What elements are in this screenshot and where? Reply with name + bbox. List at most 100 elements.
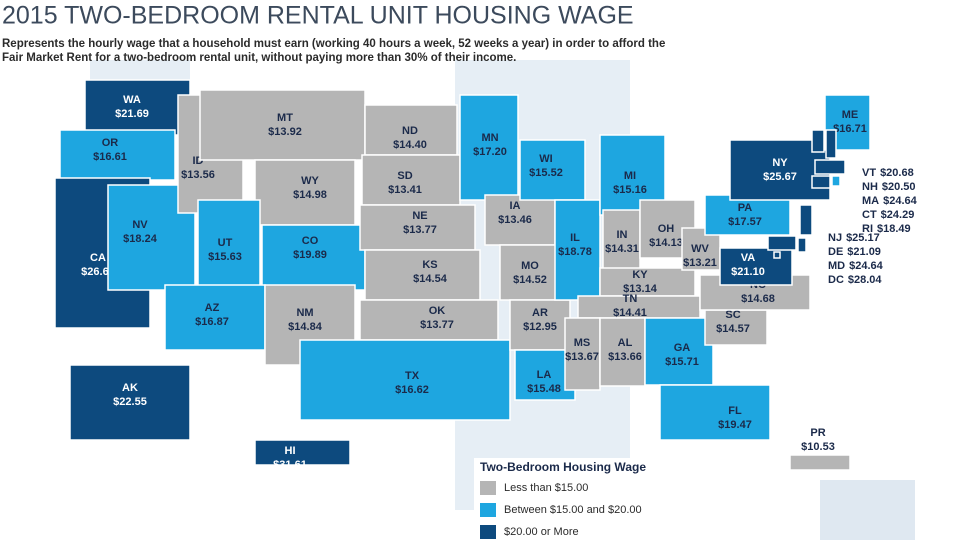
state-abbr: NM xyxy=(296,307,313,319)
state-wage: $17.57 xyxy=(728,216,762,228)
state-abbr: NV xyxy=(132,219,148,231)
state-label: VT $20.68 xyxy=(862,167,914,179)
state-abbr: AZ xyxy=(205,302,220,314)
state-wage: $15.48 xyxy=(527,383,561,395)
state-shape xyxy=(797,237,807,253)
state-wage: $13.66 xyxy=(608,351,642,363)
state-wage: $13.41 xyxy=(388,184,422,196)
state-wage: $20.68 xyxy=(880,167,914,179)
state-shape xyxy=(364,104,458,156)
state-wage: $17.20 xyxy=(473,146,507,158)
state-shape xyxy=(767,235,797,251)
state-shape xyxy=(359,204,476,251)
state-wage: $18.49 xyxy=(877,223,911,235)
state-label: NH $20.50 xyxy=(862,181,916,193)
state-wage: $20.50 xyxy=(882,181,916,193)
state-wage: $15.63 xyxy=(208,251,242,263)
state-shape xyxy=(799,204,813,236)
state-abbr: AR xyxy=(532,307,548,319)
state-wage: $13.21 xyxy=(683,257,717,269)
state-wage: $14.40 xyxy=(393,139,427,151)
state-wage: $21.10 xyxy=(731,266,765,278)
states: WA $21.69 OR $16.61 CA $26.65 NV $18.24 ID $13.56… xyxy=(54,79,918,471)
state-wage: $14.13 xyxy=(649,237,683,249)
state-abbr: FL xyxy=(728,405,742,417)
state-abbr: MS xyxy=(574,337,591,349)
state-abbr: RI xyxy=(862,223,873,235)
state-abbr: ND xyxy=(402,125,418,137)
state-abbr: LA xyxy=(537,369,552,381)
state-wage: $25.67 xyxy=(763,171,797,183)
state-abbr: NE xyxy=(412,210,427,222)
state-label: MA $24.64 xyxy=(862,195,918,207)
state-wage: $22.55 xyxy=(113,396,147,408)
state-abbr: TN xyxy=(623,293,638,305)
state-wage: $12.95 xyxy=(523,321,557,333)
state-wage: $13.56 xyxy=(181,169,215,181)
state-abbr: CO xyxy=(302,235,319,247)
state-abbr: MN xyxy=(481,132,498,144)
state-wage: $16.62 xyxy=(395,384,429,396)
state-shape xyxy=(789,454,851,471)
legend: Two-Bedroom Housing Wage Less than $15.00… xyxy=(474,458,714,540)
state-wage: $15.71 xyxy=(665,356,699,368)
state-label: CT $24.29 xyxy=(862,209,914,221)
state-abbr: IA xyxy=(510,200,521,212)
state-abbr: MI xyxy=(624,170,636,182)
state-abbr: HI xyxy=(285,445,296,457)
state-abbr: SD xyxy=(397,170,412,182)
state-wage: $14.57 xyxy=(716,323,750,335)
state-shape xyxy=(59,129,176,181)
state-wage: $14.52 xyxy=(513,274,547,286)
state-wage: $24.64 xyxy=(883,195,918,207)
state-wage: $14.84 xyxy=(288,321,323,333)
state-wage: $16.87 xyxy=(195,316,229,328)
state-abbr: IN xyxy=(617,229,628,241)
state-wage: $14.54 xyxy=(413,273,448,285)
state-abbr: CA xyxy=(90,252,106,264)
state-abbr: WA xyxy=(123,94,141,106)
state-label: MD $24.64 xyxy=(828,260,884,272)
state-shape xyxy=(254,159,356,226)
state-label: NJ $25.17 xyxy=(828,232,880,244)
state-wage: $13.46 xyxy=(498,214,532,226)
legend-label: $20.00 or More xyxy=(504,526,579,538)
state-abbr: WI xyxy=(539,153,552,165)
state-wage: $19.89 xyxy=(293,249,327,261)
state-abbr: WV xyxy=(691,243,709,255)
state-abbr: OK xyxy=(429,305,446,317)
state-shape xyxy=(69,364,191,441)
state-wage: $14.41 xyxy=(613,307,647,319)
state-wage: $24.64 xyxy=(849,260,884,272)
state-abbr: MT xyxy=(277,112,293,124)
state-shape xyxy=(164,284,266,351)
state-shape xyxy=(811,175,831,189)
legend-box xyxy=(474,458,714,540)
state-wage: $18.78 xyxy=(558,246,592,258)
state-shape xyxy=(254,439,351,466)
state-abbr: CT xyxy=(862,209,877,221)
state-wage: $31.61 xyxy=(273,459,307,471)
state-wage: $13.77 xyxy=(420,319,454,331)
state-shape xyxy=(814,159,846,175)
state-wage: $13.67 xyxy=(565,351,599,363)
legend-swatch xyxy=(480,525,496,539)
legend-swatch xyxy=(480,503,496,517)
state-wage: $15.16 xyxy=(613,184,647,196)
state-abbr: GA xyxy=(674,342,691,354)
state-wage: $13.14 xyxy=(623,283,658,295)
subtitle: Fair Market Rent for a two-bedroom renta… xyxy=(2,52,516,64)
legend-label: Less than $15.00 xyxy=(504,482,588,494)
state-wage: $25.17 xyxy=(846,232,880,244)
state-abbr: IL xyxy=(570,232,580,244)
state-shape xyxy=(659,384,771,441)
state-shape xyxy=(825,129,837,159)
decor-panel xyxy=(820,480,915,540)
state-label: DC $28.04 xyxy=(828,274,882,286)
state-abbr: OH xyxy=(658,223,675,235)
state-abbr: NY xyxy=(772,157,788,169)
state-wage: $21.69 xyxy=(115,108,149,120)
state-shape xyxy=(704,309,768,346)
legend-label: Between $15.00 and $20.00 xyxy=(504,504,642,516)
